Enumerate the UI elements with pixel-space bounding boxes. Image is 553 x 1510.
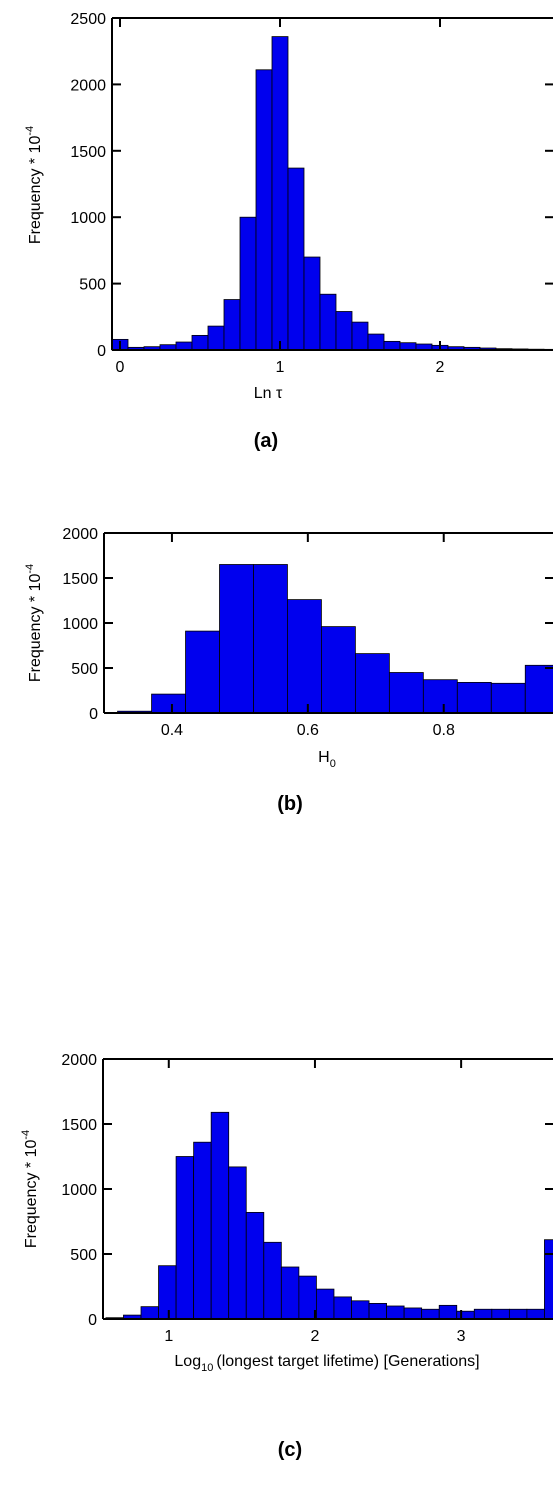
histogram-bar: [438, 1304, 458, 1320]
histogram-bar: [287, 167, 305, 351]
histogram-bar: [298, 1275, 317, 1320]
x-tick-label: 0: [116, 359, 125, 376]
y-tick-label: 0: [88, 1312, 97, 1329]
histogram-a: 050010001500200025000123Frequency * 10-4…: [24, 11, 553, 452]
histogram-bar: [158, 1265, 177, 1320]
x-tick-label: 0.8: [433, 722, 455, 739]
chart-panel-a: 050010001500200025000123Frequency * 10-4…: [0, 0, 553, 500]
y-tick-label: 1500: [70, 144, 106, 161]
histogram-bar: [544, 1239, 553, 1320]
x-axis-title: Ln τ: [254, 385, 283, 402]
x-tick-label: 0.4: [161, 722, 183, 739]
histogram-bar: [239, 216, 257, 351]
x-axis-title: Log10 (longest target lifetime) [Generati…: [174, 1353, 479, 1374]
x-axis-title: H0: [318, 749, 336, 770]
histogram-bar: [175, 341, 193, 351]
histogram-bar: [321, 626, 356, 714]
histogram-bar: [473, 1308, 493, 1320]
y-tick-label: 500: [79, 277, 106, 294]
histogram-bar: [456, 1310, 475, 1320]
histogram-bar: [191, 334, 209, 351]
histogram-bar: [491, 1308, 510, 1320]
y-tick-label: 1500: [62, 571, 98, 588]
histogram-bar: [316, 1288, 335, 1320]
histogram-bar: [490, 682, 526, 714]
bars: [117, 564, 553, 714]
y-tick-label: 500: [71, 661, 98, 678]
histogram-bar: [335, 311, 353, 351]
histogram-c: 05001000150020001234Frequency * 10-4Log1…: [20, 1052, 553, 1461]
y-axis-title: Frequency * 10-4: [24, 126, 44, 244]
histogram-bar: [245, 1211, 265, 1320]
histogram-bar: [185, 630, 220, 714]
y-tick-label: 2000: [70, 77, 106, 94]
histogram-bar: [333, 1296, 352, 1320]
histogram-bar: [351, 1300, 370, 1320]
panel-caption: (b): [277, 793, 303, 815]
y-tick-label: 2500: [70, 11, 106, 28]
histogram-bar: [422, 679, 458, 714]
histogram-bar: [526, 1308, 545, 1320]
y-tick-label: 2000: [61, 1052, 97, 1069]
histogram-bar: [287, 599, 322, 714]
histogram-bar: [140, 1306, 159, 1320]
x-tick-label: 1: [276, 359, 285, 376]
histogram-bar: [368, 1302, 387, 1320]
histogram-bar: [399, 342, 417, 351]
histogram-bar: [367, 333, 385, 351]
x-tick-label: 1: [164, 1328, 173, 1345]
histogram-bar: [383, 340, 401, 351]
histogram-bar: [151, 693, 186, 714]
histogram-bar: [228, 1166, 247, 1320]
y-tick-label: 500: [70, 1247, 97, 1264]
x-tick-label: 0.6: [297, 722, 319, 739]
histogram-bar: [271, 36, 289, 351]
histogram-bar: [255, 69, 273, 351]
histogram-bar: [508, 1308, 528, 1320]
histogram-bar: [263, 1241, 282, 1320]
histogram-bar: [175, 1156, 195, 1320]
histogram-bar: [253, 564, 288, 714]
x-tick-label: 2: [311, 1328, 320, 1345]
y-tick-label: 0: [89, 706, 98, 723]
histogram-bar: [403, 1307, 423, 1320]
x-tick-label: 2: [436, 359, 445, 376]
histogram-bar: [280, 1266, 300, 1320]
y-tick-label: 1000: [61, 1182, 97, 1199]
y-tick-label: 1000: [62, 616, 98, 633]
y-tick-label: 1000: [70, 210, 106, 227]
histogram-bar: [207, 325, 225, 351]
histogram-bar: [319, 293, 337, 351]
histogram-bar: [456, 681, 492, 714]
histogram-bar: [386, 1305, 405, 1320]
histogram-bar: [354, 653, 390, 714]
histogram-bar: [303, 256, 321, 351]
chart-panel-c: 05001000150020001234Frequency * 10-4Log1…: [0, 1000, 553, 1510]
histogram-bar: [351, 321, 369, 351]
panel-caption: (c): [278, 1439, 302, 1461]
histogram-bar: [223, 299, 241, 351]
y-axis-title: Frequency * 10-4: [20, 1130, 40, 1248]
bars: [111, 36, 553, 351]
histogram-bar: [524, 664, 553, 714]
histogram-bar: [388, 672, 424, 714]
histogram-bar: [193, 1141, 212, 1320]
histogram-bar: [210, 1111, 230, 1320]
panel-caption: (a): [254, 430, 278, 452]
y-tick-label: 1500: [61, 1117, 97, 1134]
y-tick-label: 0: [97, 343, 106, 360]
bars: [105, 1111, 553, 1320]
y-tick-label: 2000: [62, 526, 98, 543]
x-tick-label: 3: [457, 1328, 466, 1345]
histogram-bar: [421, 1308, 440, 1320]
y-axis-title: Frequency * 10-4: [24, 564, 44, 682]
histogram-bar: [219, 564, 254, 714]
